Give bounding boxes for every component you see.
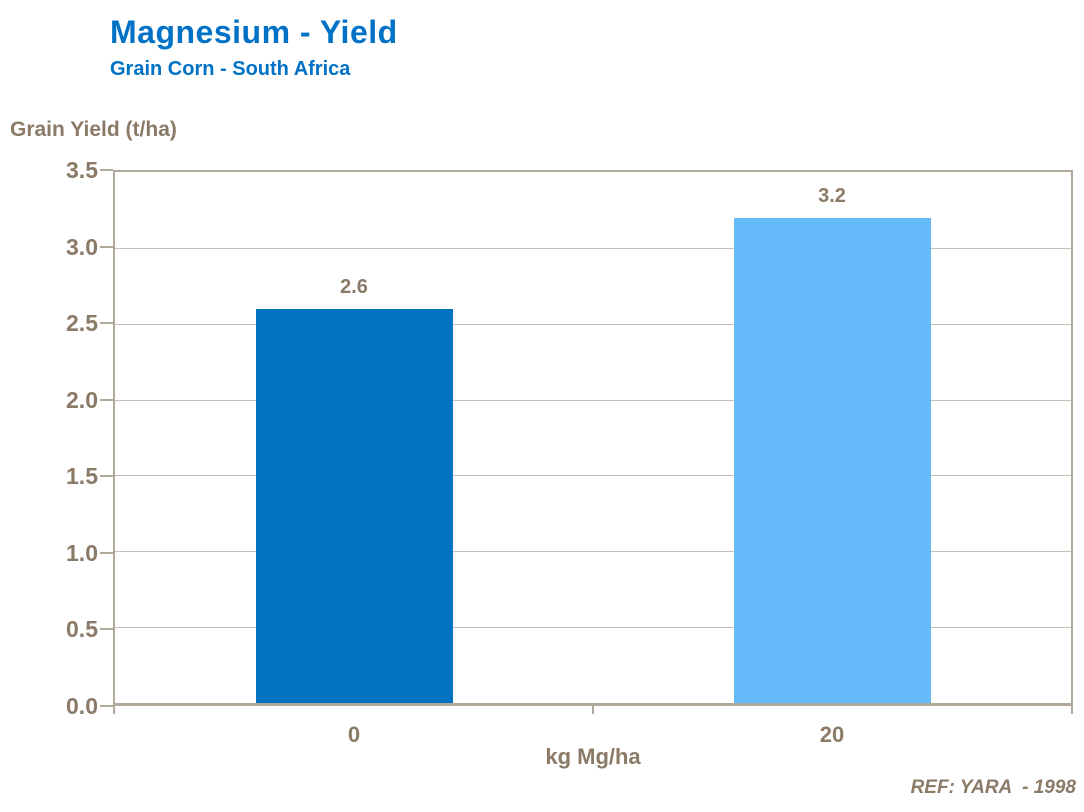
gridline bbox=[115, 323, 1071, 325]
y-tick-label: 3.5 bbox=[66, 157, 98, 183]
bar bbox=[255, 309, 453, 703]
reference-note: REF: YARA - 1998 bbox=[910, 777, 1076, 798]
y-tick-mark bbox=[100, 551, 113, 554]
chart-title: Magnesium - Yield bbox=[110, 14, 398, 50]
y-tick-label: 1.5 bbox=[66, 463, 98, 490]
plot-area: 2.6 3.2 bbox=[113, 170, 1073, 706]
y-tick-mark bbox=[100, 398, 113, 401]
x-tick-label: 0 bbox=[347, 722, 361, 747]
gridline bbox=[115, 399, 1071, 401]
x-tick-mark bbox=[1071, 706, 1073, 714]
y-tick-label: 2.0 bbox=[66, 386, 98, 413]
y-tick-mark bbox=[100, 169, 113, 171]
y-axis-title: Grain Yield (t/ha) bbox=[10, 118, 177, 141]
y-tick-label: 1.0 bbox=[66, 539, 98, 566]
y-tick-mark bbox=[100, 245, 113, 248]
y-tick-label: 3.0 bbox=[66, 233, 98, 260]
y-tick-mark bbox=[100, 628, 113, 631]
y-tick-mark bbox=[100, 475, 113, 478]
y-tick-label: 0.5 bbox=[66, 616, 98, 643]
x-tick-mark bbox=[113, 706, 115, 714]
x-tick-mark bbox=[592, 706, 594, 714]
bar-value-label: 3.2 bbox=[818, 185, 846, 207]
y-tick-label: 0.0 bbox=[66, 693, 98, 719]
bar bbox=[733, 218, 931, 703]
y-tick-mark bbox=[100, 705, 113, 707]
gridline bbox=[115, 247, 1071, 249]
y-tick-mark bbox=[100, 322, 113, 325]
x-tick-label: 20 bbox=[819, 722, 845, 747]
x-axis-title: kg Mg/ha bbox=[545, 744, 641, 769]
gridline bbox=[115, 551, 1071, 553]
y-tick-label: 2.5 bbox=[66, 310, 98, 337]
gridline bbox=[115, 475, 1071, 477]
gridline bbox=[115, 627, 1071, 629]
bar-value-label: 2.6 bbox=[340, 276, 368, 298]
chart-subtitle: Grain Corn - South Africa bbox=[110, 58, 351, 80]
